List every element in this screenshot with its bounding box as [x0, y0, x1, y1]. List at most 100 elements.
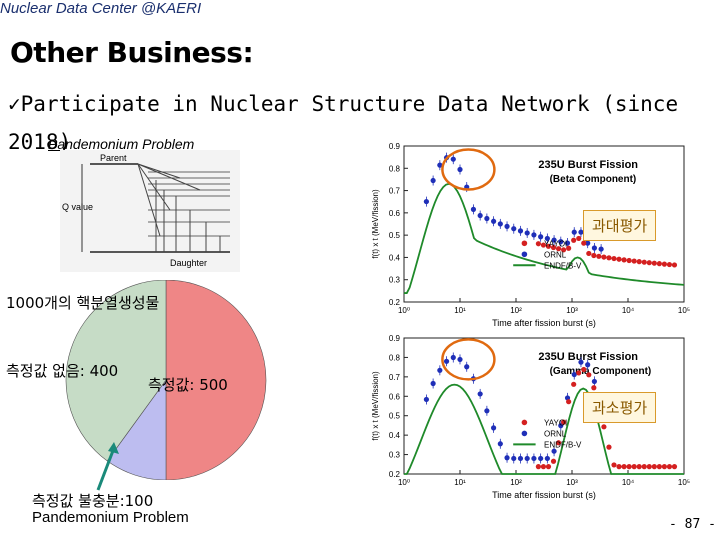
bullet-line: ✓Participate in Nuclear Structure Data N…	[8, 92, 678, 116]
parent-label: Parent	[100, 153, 127, 163]
no-value-label: 측정값 없음: 400	[6, 362, 119, 380]
gamma-plot-yayoi-point	[555, 440, 562, 446]
beta-plot-yayoi-point	[561, 247, 567, 253]
gamma-plot-yayoi-point	[586, 372, 592, 378]
beta-plot-title: 235U Burst Fission	[538, 159, 638, 171]
gamma-plot-ornl-point	[558, 423, 564, 429]
gamma-plot-ornl-point	[437, 367, 443, 373]
gamma-plot-legend-item: YAYOI	[544, 418, 567, 427]
page-title: Other Business:	[10, 36, 254, 69]
beta-plot-yayoi-point	[616, 256, 622, 262]
gamma-plot-ornl-point	[430, 380, 436, 387]
insufficient-sub: Pandemonium Problem	[32, 509, 189, 526]
beta-plot-ornl-point	[484, 215, 490, 222]
beta-plot-legend-item: YAYOI	[544, 239, 567, 248]
pie-slice-2	[65, 280, 167, 462]
gamma-plot-yayoi-point	[606, 444, 612, 450]
beta-plot-xtick: 10³	[566, 306, 578, 315]
beta-plot-xtick: 10⁰	[398, 306, 410, 315]
gamma-plot-yayoi-point	[666, 464, 673, 470]
beta-plot-yayoi-point	[636, 259, 642, 265]
beta-plot-yayoi-point	[656, 261, 662, 267]
gamma-plot-yayoi-point	[561, 419, 567, 425]
beta-plot-ornl-point	[423, 198, 429, 205]
beta-plot-ytick: 0.7	[389, 187, 401, 196]
beta-plot-yayoi-point	[611, 255, 617, 262]
gamma-plot-ornl-point	[538, 455, 544, 462]
decay-level-diagram: Parent Q value Daughter	[60, 150, 240, 272]
beta-plot-yayoi-point	[566, 245, 572, 251]
beta-plot-yayoi-point	[601, 254, 607, 260]
beta-plot-ytick: 0.5	[389, 231, 401, 240]
q-value-label: Q value	[62, 202, 93, 212]
beta-plot-yayoi-point	[571, 237, 577, 243]
gamma-plot-subtitle: (Gamma Component)	[550, 366, 652, 377]
check-icon: ✓	[8, 92, 21, 116]
gamma-plot-yayoi-point	[641, 464, 647, 470]
beta-plot-xtick: 10⁴	[622, 306, 635, 315]
beta-plot-ornl-point	[551, 237, 557, 243]
beta-plot-ornl-point	[538, 234, 544, 240]
gamma-plot-ornl-point	[551, 448, 557, 454]
insufficient-label: 측정값 불충분:100	[32, 492, 154, 510]
daughter-label: Daughter	[170, 258, 207, 268]
beta-plot-ornl-point	[544, 235, 550, 242]
gamma-plot-legend-item: ENDF/B-V	[544, 440, 582, 449]
beta-plot-yayoi-point	[581, 240, 587, 246]
beta-plot-yayoi-point	[591, 252, 597, 259]
beta-plot-yayoi-point	[631, 258, 637, 264]
beta-plot-yayoi-point	[651, 260, 657, 266]
gamma-plot-yayoi-point	[601, 424, 607, 430]
gamma-plot-ornl-point	[423, 396, 429, 403]
gamma-plot-ytick: 0.7	[389, 373, 401, 382]
beta-plot-ornl-point	[477, 212, 483, 219]
beta-plot-yayoi-point	[621, 257, 627, 263]
beta-plot-ylabel: f(t) x t (MeV/fission)	[371, 189, 380, 259]
gamma-plot-xtick: 10⁵	[678, 478, 690, 487]
gamma-plot-ornl-point	[585, 362, 591, 368]
gamma-plot-yayoi-point	[656, 464, 662, 470]
gamma-plot-legend-item: ORNL	[544, 429, 567, 438]
beta-plot-highlight-circle	[441, 148, 496, 191]
org-header: Nuclear Data Center @KAERI	[0, 0, 202, 17]
beta-plot-ornl-point	[564, 240, 571, 246]
gamma-plot-yayoi-point	[621, 464, 627, 470]
gamma-plot-title: 235U Burst Fission	[538, 351, 638, 363]
gamma-plot-ornl-point	[491, 425, 497, 431]
gamma-plot-highlight-circle	[441, 338, 496, 381]
beta-plot-xtick: 10¹	[454, 306, 466, 315]
pie-heading: 1000개의 핵분열생성물	[6, 294, 160, 312]
beta-plot-yayoi-point	[550, 244, 557, 251]
gamma-plot-yayoi-point	[591, 385, 597, 391]
gamma-plot-xtick: 10²	[510, 478, 522, 487]
beta-plot-ornl-point	[517, 228, 524, 234]
gamma-plot-yayoi-point	[661, 464, 667, 470]
pandemonium-heading: Pandemonium Problem	[48, 136, 195, 152]
pointer-arrow-icon	[96, 442, 119, 491]
beta-plot-yayoi-point	[641, 259, 647, 265]
beta-plot-xtick: 10⁵	[678, 306, 690, 315]
gamma-plot-ytick: 0.8	[389, 353, 401, 362]
gamma-plot-yayoi-point	[571, 381, 577, 387]
beta-plot-yayoi-point	[540, 242, 547, 248]
beta-plot-ornl-point	[585, 240, 591, 246]
gamma-plot-ytick: 0.4	[389, 431, 401, 440]
gamma-plot-yayoi-point	[550, 458, 557, 464]
gamma-plot-ytick: 0.3	[389, 451, 401, 460]
gamma-plot-ornl-point	[497, 441, 503, 447]
beta-plot-legend-item: ENDF/B-V	[544, 261, 582, 270]
beta-plot-xtick: 10²	[510, 306, 522, 315]
beta-plot-ytick: 0.6	[389, 209, 401, 218]
beta-plot-ornl-point	[491, 218, 497, 224]
gamma-plot-ornl-point	[477, 391, 483, 397]
beta-plot-yayoi-point	[671, 262, 678, 268]
beta-plot-yayoi-point	[576, 235, 582, 242]
beta-plot-yayoi-point	[626, 257, 632, 264]
beta-plot-yayoi-point	[661, 261, 667, 267]
gamma-plot-endf-line	[404, 383, 684, 475]
overestimate-callout: 과대평가	[583, 210, 657, 241]
gamma-plot-yayoi-point	[646, 464, 652, 470]
gamma-plot-ornl-point	[504, 455, 510, 461]
gamma-plot-ytick: 0.9	[389, 334, 401, 343]
